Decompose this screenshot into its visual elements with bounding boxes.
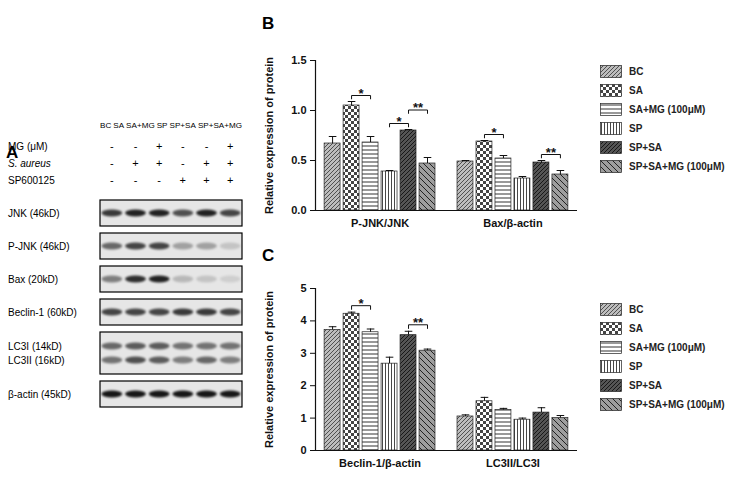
svg-text:SP+SA: SP+SA (170, 121, 197, 130)
html-text:BC: BC (629, 66, 644, 77)
svg-text:LC3I (14kD): LC3I (14kD) (8, 341, 62, 352)
svg-text:BC: BC (100, 121, 111, 130)
svg-text:*: * (359, 86, 365, 101)
svg-text:+: + (227, 140, 233, 152)
svg-text:+: + (156, 157, 162, 169)
html-text:SA+MG (100μM): SA+MG (100μM) (629, 342, 706, 353)
svg-text:-: - (110, 140, 114, 152)
svg-text:*: * (359, 296, 365, 311)
svg-text:0.5: 0.5 (291, 154, 306, 166)
svg-text:**: ** (546, 145, 557, 160)
svg-text:SP: SP (157, 121, 168, 130)
svg-text:1.0: 1.0 (291, 104, 306, 116)
svg-text:β-actin (45kD): β-actin (45kD) (8, 389, 71, 400)
svg-text:P-JNK/JNK: P-JNK/JNK (351, 217, 409, 229)
svg-text:0: 0 (300, 444, 306, 456)
html-text:SA+MG (100μM): SA+MG (100μM) (629, 104, 706, 115)
html-text:SA: SA (629, 85, 643, 96)
svg-text:SA: SA (113, 121, 124, 130)
html-text:C: C (262, 246, 275, 265)
svg-text:SP600125: SP600125 (8, 175, 55, 186)
svg-text:-: - (157, 174, 161, 186)
svg-text:P-JNK (46kD): P-JNK (46kD) (8, 241, 70, 252)
html-text:SP+SA: SP+SA (629, 380, 663, 391)
svg-text:1.5: 1.5 (291, 54, 306, 66)
svg-text:*: * (397, 114, 403, 129)
html-text:SP: SP (629, 361, 643, 372)
svg-text:3: 3 (300, 347, 306, 359)
svg-text:+: + (203, 174, 209, 186)
svg-text:+: + (227, 157, 233, 169)
svg-text:S. aureus: S. aureus (8, 158, 51, 169)
svg-text:+: + (203, 157, 209, 169)
svg-text:-: - (110, 174, 114, 186)
svg-text:LC3II/LC3I: LC3II/LC3I (486, 457, 540, 469)
html-text:SP+SA+MG (100μM): SP+SA+MG (100μM) (629, 399, 725, 410)
html-text:BC: BC (629, 304, 644, 315)
svg-text:Bax (20kD): Bax (20kD) (8, 274, 58, 285)
svg-text:-: - (110, 157, 114, 169)
svg-text:-: - (134, 140, 138, 152)
svg-text:SP+SA+MG: SP+SA+MG (198, 121, 242, 130)
svg-text:4: 4 (300, 314, 307, 326)
svg-text:**: ** (413, 315, 424, 330)
svg-text:2: 2 (300, 379, 306, 391)
svg-text:MG (μM): MG (μM) (8, 141, 48, 152)
svg-text:+: + (132, 157, 138, 169)
html-text:SP: SP (629, 123, 643, 134)
svg-text:*: * (491, 125, 497, 140)
svg-text:-: - (181, 140, 185, 152)
svg-text:0.0: 0.0 (291, 204, 306, 216)
svg-text:JNK (46kD): JNK (46kD) (8, 208, 60, 219)
svg-text:Bax/β-actin: Bax/β-actin (483, 217, 543, 229)
svg-text:+: + (180, 174, 186, 186)
html-text:SP+SA: SP+SA (629, 142, 663, 153)
svg-text:+: + (156, 140, 162, 152)
svg-text:Beclin-1/β-actin: Beclin-1/β-actin (339, 457, 421, 469)
svg-text:1: 1 (300, 412, 306, 424)
svg-text:Beclin-1 (60kD): Beclin-1 (60kD) (8, 307, 77, 318)
svg-text:LC3II (16kD): LC3II (16kD) (8, 355, 65, 366)
html-text:SA: SA (629, 323, 643, 334)
svg-text:Relative expression of protein: Relative expression of protein (263, 291, 275, 448)
svg-text:5: 5 (300, 282, 306, 294)
svg-text:-: - (205, 140, 209, 152)
html-text:SP+SA+MG (100μM): SP+SA+MG (100μM) (629, 161, 725, 172)
svg-text:**: ** (413, 100, 424, 115)
svg-text:-: - (181, 157, 185, 169)
html-text:B: B (262, 14, 275, 33)
svg-text:+: + (227, 174, 233, 186)
svg-text:SA+MG: SA+MG (126, 121, 155, 130)
svg-text:-: - (134, 174, 138, 186)
svg-text:Relative expression of protein: Relative expression of protein (263, 57, 275, 214)
